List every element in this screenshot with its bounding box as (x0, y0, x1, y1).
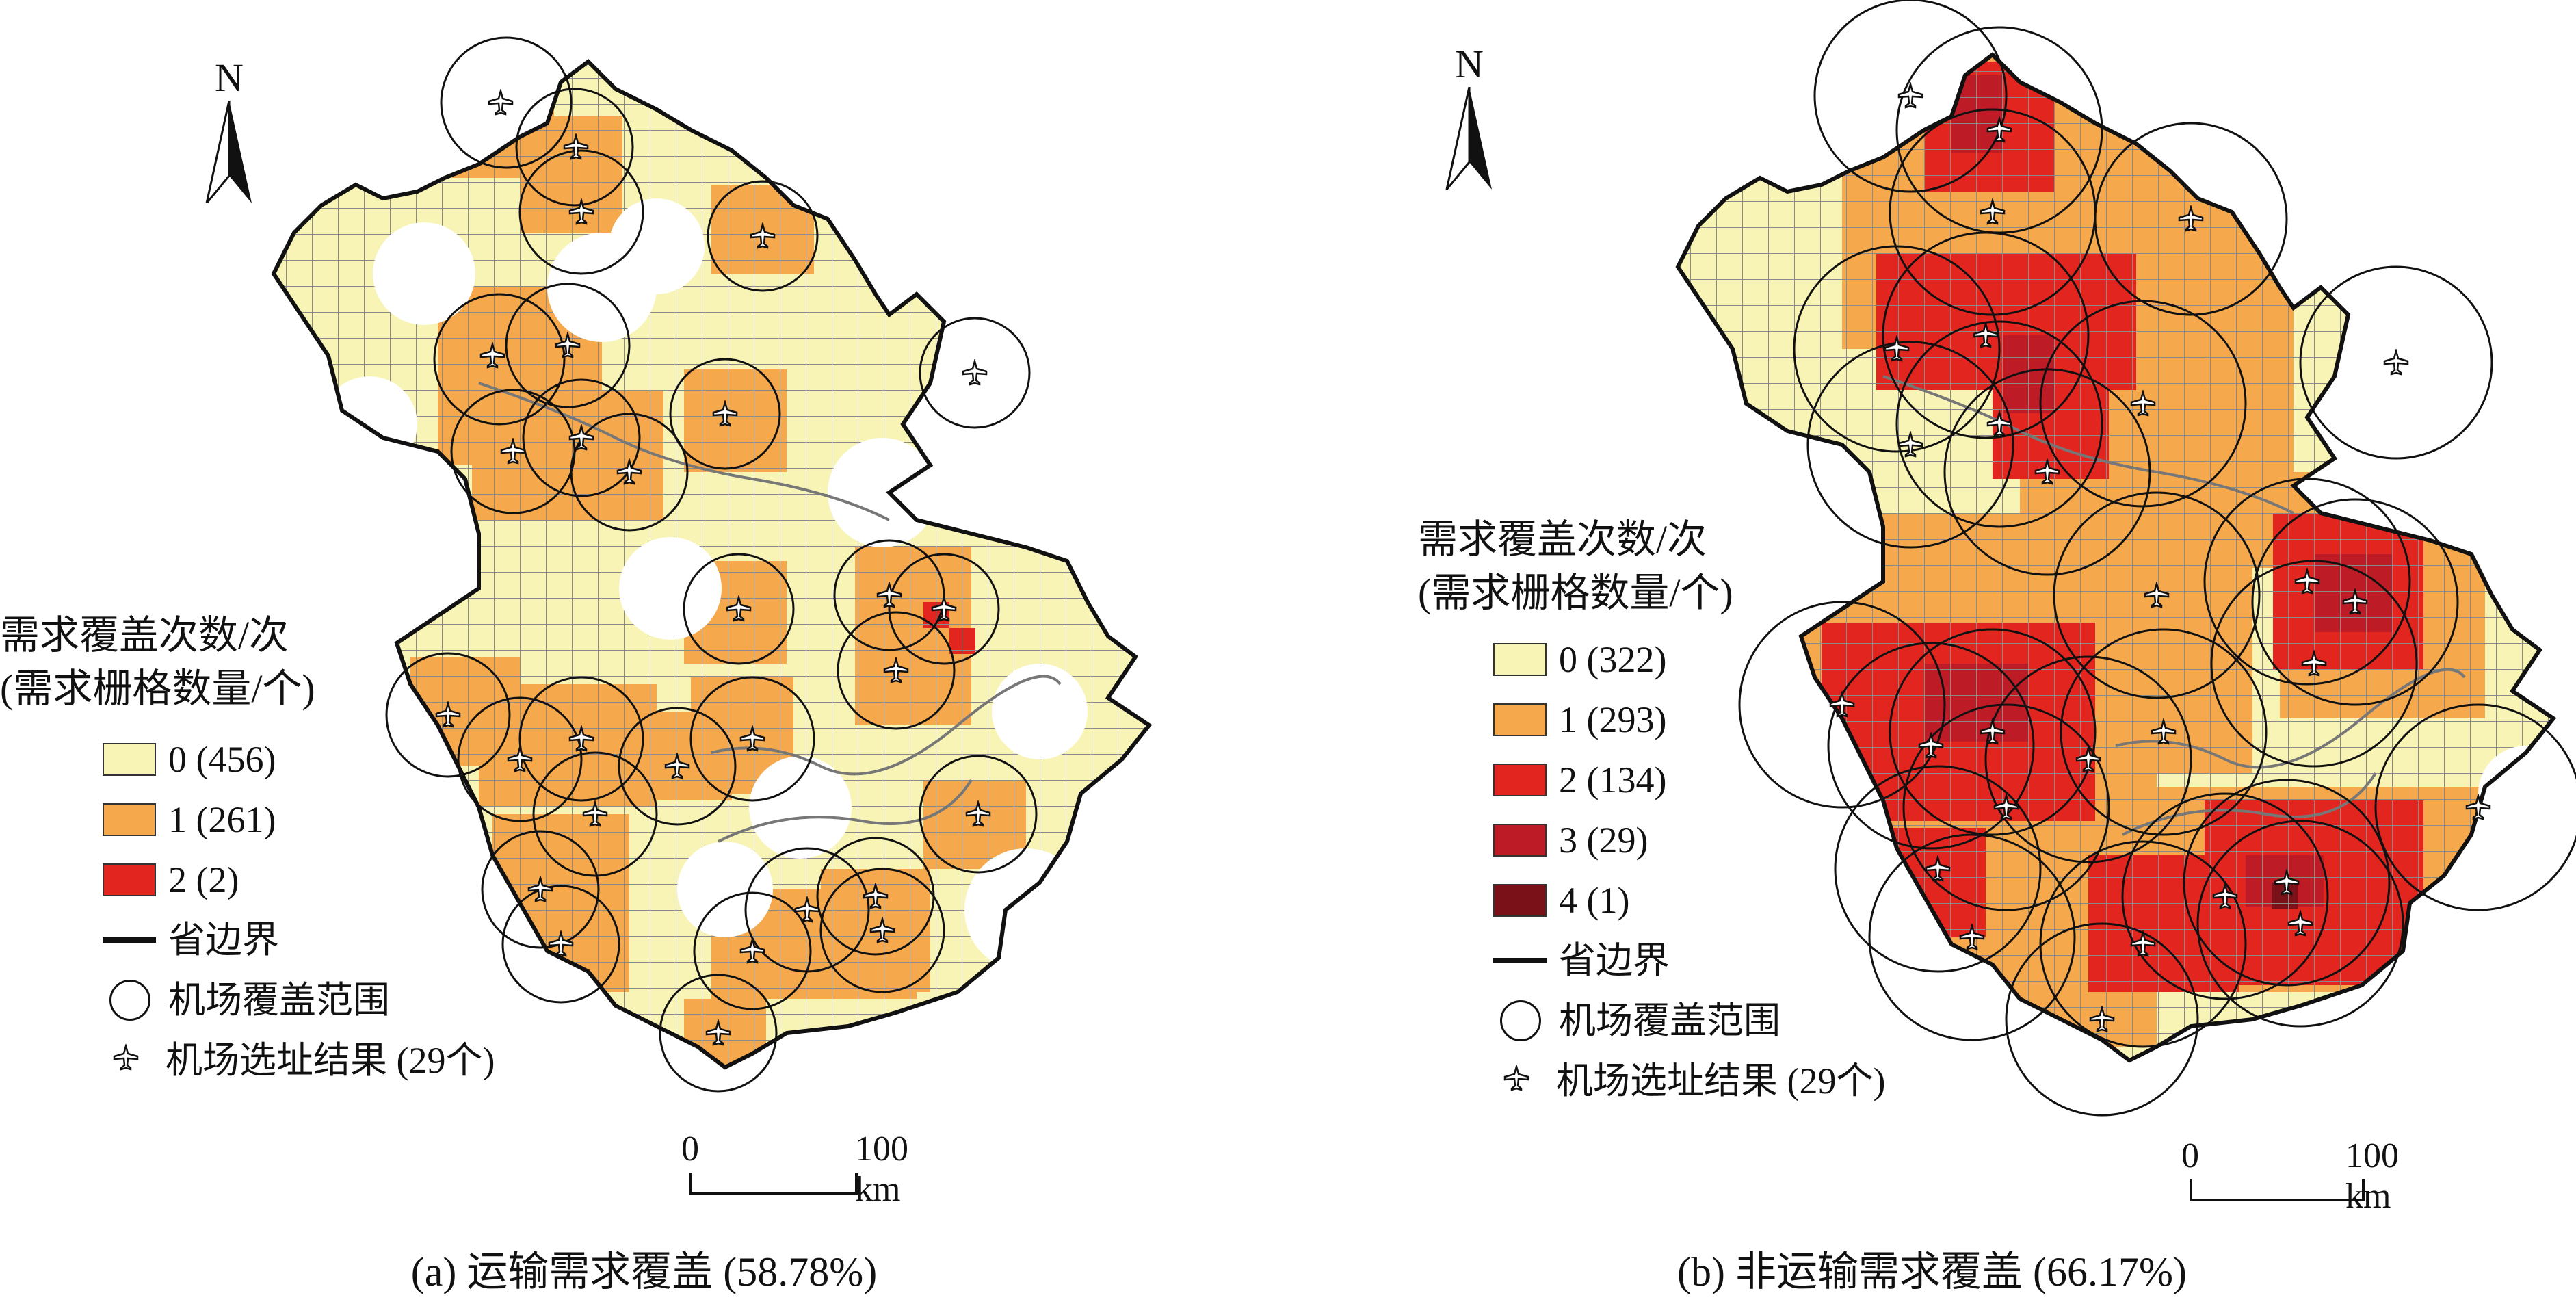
caption-a: (a) 运输需求覆盖 (58.78%) (410, 1249, 878, 1294)
legend-class-2: 2 (2) (103, 850, 495, 910)
panel-transport-coverage: N 需求覆盖次数/次 (需求栅格数量/个) 0 (456) 1 (261) 2 … (0, 36, 1288, 1294)
legend-class-label: 4 (1) (1559, 880, 1630, 921)
legend-class-label: 1 (261) (168, 799, 276, 840)
north-arrow-icon (1445, 86, 1492, 190)
north-arrow: N (205, 55, 253, 207)
legend-class-label: 0 (322) (1559, 639, 1667, 680)
swatch-level0 (103, 743, 156, 776)
legend-class-0: 0 (456) (103, 729, 495, 790)
uncovered-holes (321, 198, 1088, 972)
airplane-icon (112, 1044, 140, 1077)
legend-class-label: 2 (134) (1559, 759, 1667, 800)
panel-nontransport-coverage: N 需求覆盖次数/次 (需求栅格数量/个) 0 (322) 1 (293) 2 … (1288, 0, 2576, 1304)
legend-title-line1: 需求覆盖次数/次 (0, 613, 289, 657)
swatch-level2 (1493, 764, 1547, 796)
north-arrow-icon (205, 100, 252, 204)
legend-site-label: 机场选址结果 (29个) (1556, 1060, 1886, 1101)
uncovered-holes (2478, 746, 2553, 842)
legend-class-3: 3 (29) (1493, 810, 1885, 870)
legend-class-label: 1 (293) (1559, 699, 1667, 740)
scale-bar-line (2190, 1179, 2365, 1201)
boundary-line-icon (1493, 958, 1547, 963)
swatch-level3 (1493, 824, 1547, 857)
swatch-level2 (103, 863, 156, 896)
legend-class-label: 3 (29) (1559, 820, 1648, 861)
legend-title-line2: (需求栅格数量/个) (0, 666, 315, 711)
scale-bar: 0 100 km (2177, 1136, 2410, 1218)
swatch-level0 (1493, 643, 1547, 676)
legend-title-line1: 需求覆盖次数/次 (1418, 517, 1707, 562)
coverage-circles (1738, 0, 2576, 1117)
map-transport-coverage (0, 36, 1288, 1093)
north-label: N (215, 55, 244, 100)
legend-b: 需求覆盖次数/次 (需求栅格数量/个) 0 (322) 1 (293) 2 (1… (1418, 513, 1885, 1111)
legend-boundary-label: 省边界 (168, 920, 279, 961)
rivers (478, 382, 1062, 843)
north-label: N (1455, 42, 1484, 86)
legend-class-1: 1 (261) (103, 790, 495, 850)
scale-max: 100 km (855, 1130, 908, 1209)
legend-class-1: 1 (293) (1493, 690, 1885, 750)
legend-coverage-label: 机场覆盖范围 (168, 980, 390, 1021)
caption-b: (b) 非运输需求覆盖 (66.17%) (1677, 1249, 2187, 1294)
legend-class-0: 0 (322) (1493, 629, 1885, 690)
scale-zero: 0 (2181, 1136, 2199, 1175)
scale-zero: 0 (681, 1130, 699, 1169)
airplane-icon (1503, 1065, 1530, 1097)
legend-boundary-label: 省边界 (1559, 940, 1670, 981)
scale-bar-line (689, 1173, 858, 1195)
coverage-circles (385, 36, 1038, 1093)
legend-class-2: 2 (134) (1493, 750, 1885, 810)
legend-boundary: 省边界 (1493, 930, 1885, 991)
scale-bar: 0 100 km (677, 1129, 908, 1211)
legend-site-label: 机场选址结果 (29个) (166, 1040, 495, 1081)
legend-title-line2: (需求栅格数量/个) (1418, 571, 1733, 615)
swatch-level1 (1493, 703, 1547, 736)
legend-class-4: 4 (1) (1493, 870, 1885, 930)
north-arrow: N (1445, 41, 1493, 193)
legend-class-label: 0 (456) (168, 739, 276, 780)
map-nontransport-coverage (1288, 0, 2576, 1117)
legend-site: 机场选址结果 (29个) (1493, 1051, 1885, 1111)
legend-class-label: 2 (2) (168, 859, 239, 900)
swatch-level4 (1493, 884, 1547, 917)
legend-site: 机场选址结果 (29个) (103, 1030, 495, 1091)
legend-coverage: 机场覆盖范围 (103, 970, 495, 1030)
legend-coverage: 机场覆盖范围 (1493, 991, 1885, 1051)
coverage-circle-icon (1500, 1000, 1541, 1041)
swatch-level1 (103, 803, 156, 836)
scale-max: 100 km (2345, 1136, 2399, 1216)
coverage-circle-icon (109, 980, 150, 1021)
legend-a: 需求覆盖次数/次 (需求栅格数量/个) 0 (456) 1 (261) 2 (2… (0, 609, 495, 1091)
legend-boundary: 省边界 (103, 910, 495, 970)
legend-coverage-label: 机场覆盖范围 (1559, 1000, 1780, 1041)
boundary-line-icon (103, 937, 156, 943)
